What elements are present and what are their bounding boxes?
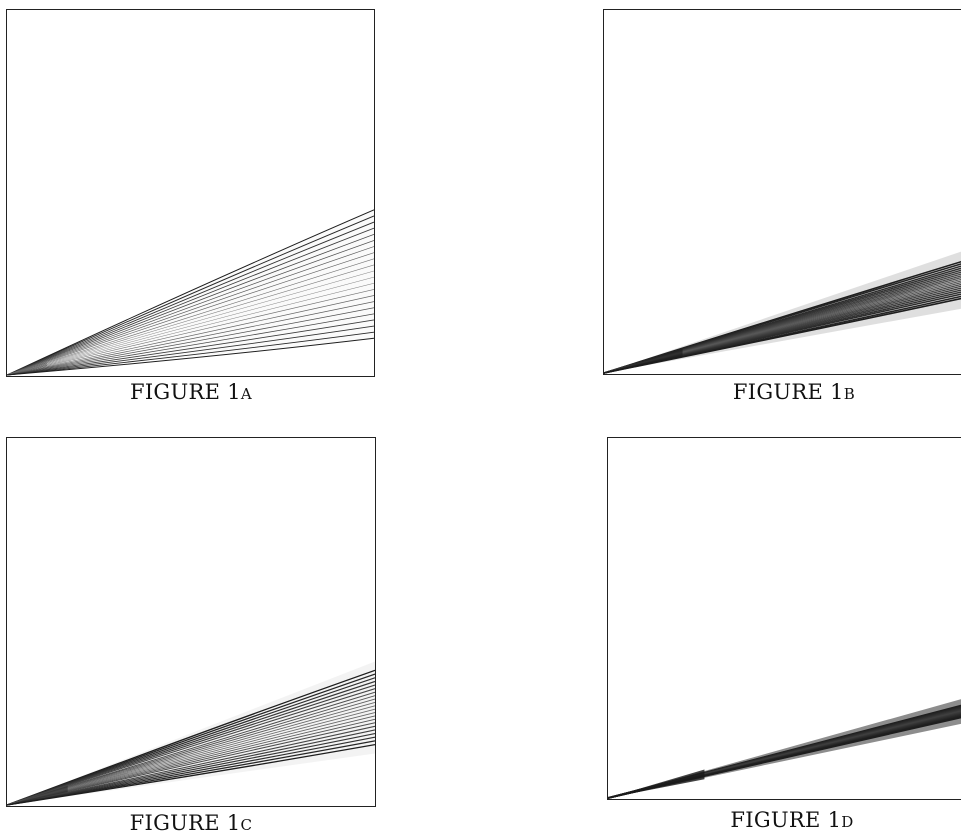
figure-1c-plot xyxy=(7,661,375,806)
contour-line xyxy=(7,331,374,376)
contour-line xyxy=(7,301,374,376)
figure-1b-plot xyxy=(604,251,961,374)
contour-line xyxy=(7,233,374,376)
contour-line xyxy=(7,215,374,376)
figure-1b-panel xyxy=(603,9,961,375)
contour-line xyxy=(7,270,374,376)
contour-line xyxy=(7,319,374,376)
contour-line xyxy=(7,337,374,376)
contour-line xyxy=(7,705,375,806)
figure-1d-panel xyxy=(607,437,961,800)
origin-concentration xyxy=(7,362,47,376)
contour-line xyxy=(7,307,374,376)
figure-1a-caption: FIGURE 1a xyxy=(129,380,253,404)
contour-line xyxy=(7,246,374,376)
contour-line xyxy=(7,743,375,806)
figure-1c-caption: FIGURE 1c xyxy=(129,811,253,835)
contour-line xyxy=(7,698,375,806)
figure-1c-panel xyxy=(6,437,376,807)
contour-line xyxy=(7,325,374,376)
origin-concentration xyxy=(608,769,705,799)
figure-1d-caption: FIGURE 1d xyxy=(730,808,854,832)
contour-line xyxy=(7,722,375,806)
density-wedge xyxy=(7,661,375,806)
contour-line xyxy=(604,297,961,374)
contour-line xyxy=(7,313,374,376)
figure-1a-plot xyxy=(7,209,374,376)
contour-line xyxy=(7,227,374,376)
figure-1d-plot xyxy=(608,699,961,799)
origin-concentration xyxy=(7,785,68,806)
contour-line xyxy=(7,221,374,376)
contour-line xyxy=(7,252,374,376)
contour-line xyxy=(7,276,374,376)
contour-line xyxy=(7,691,375,806)
contour-line xyxy=(7,702,375,806)
figure-1a-panel xyxy=(6,9,375,377)
contour-line xyxy=(7,282,374,376)
figure-1b-caption: FIGURE 1b xyxy=(732,380,856,404)
contour-line xyxy=(7,708,375,806)
contour-line xyxy=(7,688,375,806)
contour-line xyxy=(7,240,374,376)
contour-line xyxy=(7,295,374,376)
contour-line xyxy=(7,695,375,806)
contour-line xyxy=(7,209,374,376)
contour-line xyxy=(7,264,374,376)
